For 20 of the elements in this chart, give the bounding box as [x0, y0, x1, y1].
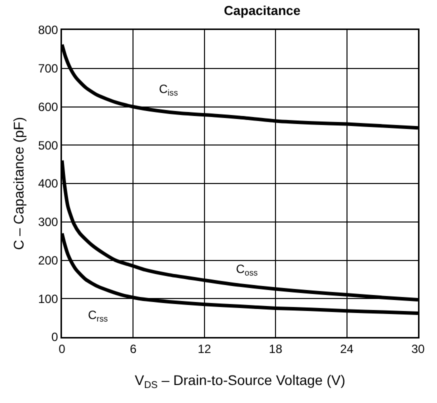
y-tick-label: 100 [38, 292, 58, 306]
x-tick-label: 24 [340, 342, 354, 356]
x-axis-title: V$_{DS}$ – Drain-to-Source Voltage (V) [134, 372, 346, 391]
y-tick-label: 0 [51, 330, 58, 344]
y-tick-label: 600 [38, 100, 58, 114]
chart-title: Capacitance [224, 3, 300, 18]
y-tick-label: 300 [38, 215, 58, 230]
y-tick-label: 700 [38, 62, 58, 76]
y-tick-label: 800 [38, 23, 58, 38]
x-tick-label: 12 [198, 342, 212, 356]
y-tick-label: 400 [38, 176, 58, 191]
x-tick-label: 30 [411, 342, 425, 356]
y-tick-label: 200 [38, 253, 58, 268]
y-tick-label: 500 [38, 138, 58, 152]
x-tick-label: 6 [130, 342, 137, 356]
x-tick-label: 18 [268, 342, 283, 356]
series-label: C$_{iss}$ [159, 82, 178, 98]
y-axis-title: C – Capacitance (pF) [10, 116, 26, 250]
series-label: C$_{rss}$ [88, 308, 108, 324]
series-label: C$_{oss}$ [236, 262, 258, 278]
